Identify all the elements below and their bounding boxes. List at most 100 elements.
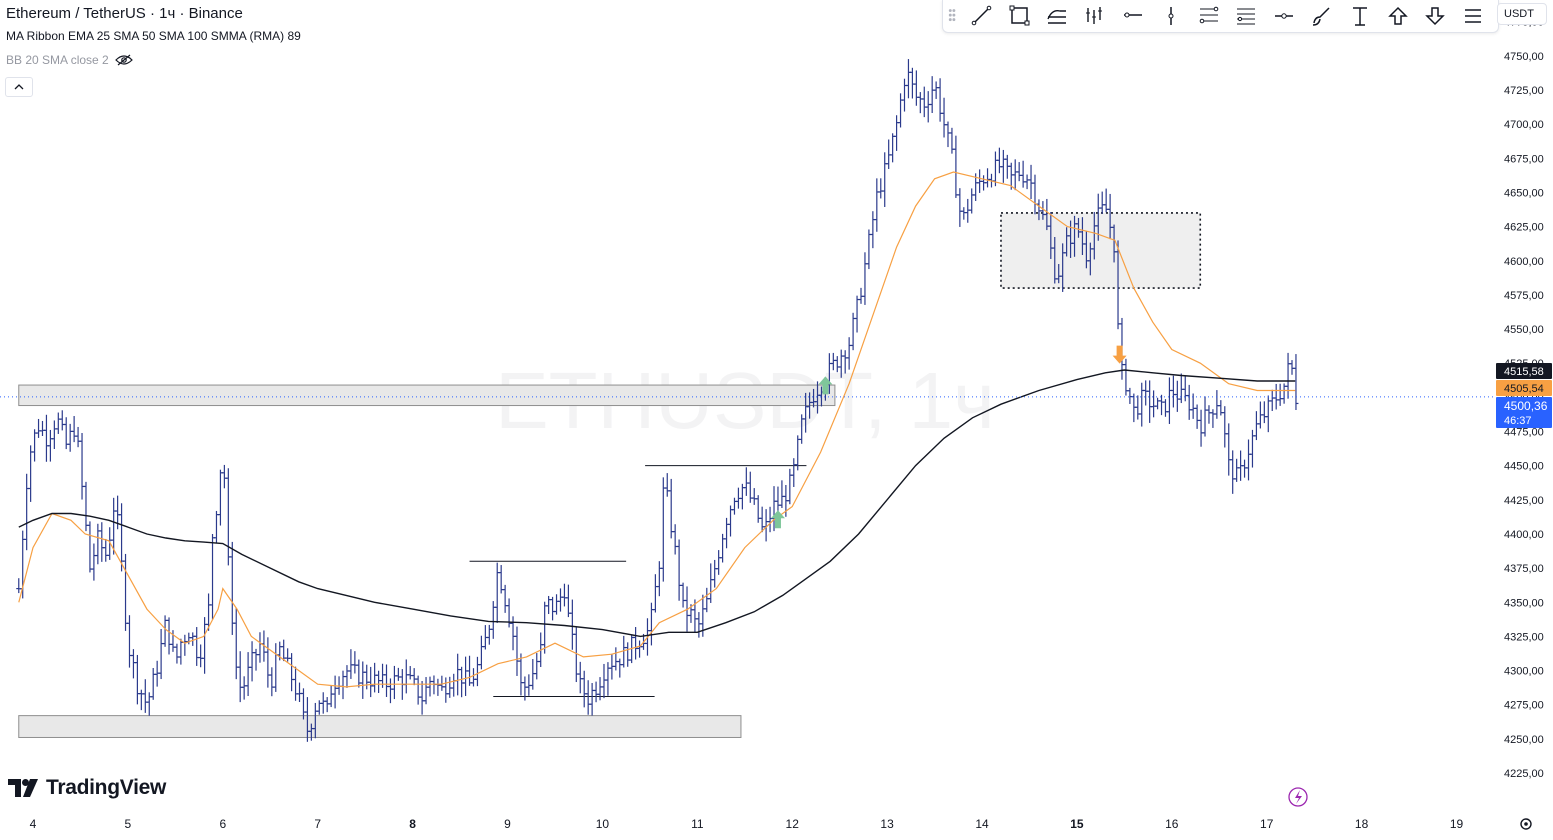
rectangle-icon — [1009, 5, 1030, 26]
ema-price-label: 4505,54 — [1504, 383, 1544, 395]
candle — [1190, 393, 1196, 419]
candle — [451, 673, 457, 697]
candle — [138, 689, 144, 711]
candle — [554, 594, 560, 615]
time-tick: 4 — [30, 817, 37, 831]
candle — [909, 67, 915, 99]
candle — [992, 151, 998, 187]
candle — [59, 410, 65, 431]
candle — [265, 637, 271, 688]
time-axis[interactable]: 4 5 6 7 8 9 10 11 12 13 14 15 16 17 18 19 — [30, 817, 1464, 831]
time-tick: 11 — [691, 817, 704, 831]
menu-tool[interactable] — [1454, 0, 1492, 32]
candle — [348, 649, 354, 679]
candle — [862, 252, 868, 305]
candle — [1293, 354, 1299, 411]
vertical-line-tool[interactable] — [1152, 0, 1190, 32]
candle — [28, 445, 34, 502]
candle — [1174, 380, 1180, 412]
parallel-channel-tool[interactable] — [1039, 0, 1077, 32]
candle — [1202, 396, 1208, 437]
candle — [67, 423, 73, 452]
brush-tool[interactable] — [1303, 0, 1341, 32]
lightning-icon[interactable] — [1288, 787, 1308, 807]
fib-retracement-tool[interactable] — [1190, 0, 1228, 32]
horizontal-line-tool[interactable] — [1265, 0, 1303, 32]
candle — [360, 661, 366, 699]
candle — [494, 562, 500, 623]
symbol-title[interactable]: Ethereum / TetherUS · 1ч · Binance — [6, 5, 243, 22]
arrow-up-tool[interactable] — [1379, 0, 1417, 32]
long-position-tool[interactable] — [1341, 0, 1379, 32]
candle — [225, 468, 231, 566]
candle — [557, 588, 563, 612]
candle — [344, 665, 350, 688]
candle — [1277, 383, 1283, 406]
price-axis[interactable]: 4225,00 4250,00 4275,00 4300,00 4325,00 4350,… — [1504, 17, 1544, 780]
fib-extension-tool[interactable] — [1228, 0, 1266, 32]
price-tick: 4550,00 — [1504, 324, 1544, 336]
indicator-bollinger-label: BB 20 SMA close 2 — [6, 53, 109, 67]
candle — [1178, 373, 1184, 404]
candle — [372, 662, 378, 693]
candle — [921, 86, 927, 118]
candle — [1210, 409, 1216, 428]
candle — [1261, 401, 1267, 424]
tradingview-logo[interactable]: TradingView — [8, 776, 166, 800]
candle — [676, 539, 682, 601]
drawing-toolbar — [942, 0, 1499, 33]
candle — [123, 553, 129, 631]
arrow-down-tool[interactable] — [1417, 0, 1455, 32]
candle — [376, 670, 382, 694]
hidden-eye-icon[interactable] — [114, 54, 133, 66]
candle — [174, 643, 180, 664]
candle — [672, 524, 678, 555]
candle — [1020, 160, 1026, 188]
candle — [633, 627, 639, 660]
candle — [898, 93, 904, 128]
candle — [368, 666, 374, 698]
candle — [455, 653, 461, 696]
candle — [245, 652, 251, 697]
candle — [403, 659, 409, 694]
indicator-ma-ribbon[interactable]: MA Ribbon EMA 25 SMA 50 SMA 100 SMMA (RM… — [6, 29, 301, 43]
rectangle-tool[interactable] — [1001, 0, 1039, 32]
horizontal-line-icon — [1275, 13, 1294, 19]
trend-line-icon — [971, 5, 992, 26]
candle — [1162, 399, 1168, 417]
time-tick: 12 — [786, 817, 800, 831]
price-tick: 4650,00 — [1504, 187, 1544, 199]
candle — [24, 473, 30, 551]
candle — [759, 506, 765, 533]
candle — [569, 599, 575, 650]
bars-pattern-tool[interactable] — [1076, 0, 1114, 32]
indicator-bollinger[interactable]: BB 20 SMA close 2 — [6, 48, 301, 72]
grip-tool[interactable] — [943, 0, 963, 32]
settings-gear-icon[interactable] — [1520, 818, 1532, 830]
candle — [126, 615, 132, 668]
candle — [146, 692, 152, 716]
currency-selector[interactable]: USDT — [1497, 3, 1547, 25]
candle — [1151, 390, 1157, 418]
horizontal-ray-tool[interactable] — [1114, 0, 1152, 32]
candle — [708, 563, 714, 603]
time-tick: 6 — [219, 817, 226, 831]
trend-line-tool[interactable] — [963, 0, 1001, 32]
chevron-up-icon — [14, 84, 24, 90]
candle — [419, 680, 425, 715]
candle — [945, 121, 951, 148]
candle — [1253, 411, 1259, 441]
candle — [890, 133, 896, 163]
candle — [221, 464, 227, 489]
candle — [1214, 390, 1220, 419]
zones-layer — [18, 212, 1202, 738]
zone-1 — [18, 715, 742, 738]
candle — [637, 640, 643, 658]
collapse-legend-button[interactable] — [5, 77, 33, 97]
candle — [237, 651, 243, 703]
candle — [561, 583, 567, 607]
candle — [36, 418, 42, 438]
arrow-up-icon — [1387, 6, 1408, 25]
ema-price-label-bg — [1496, 380, 1552, 396]
